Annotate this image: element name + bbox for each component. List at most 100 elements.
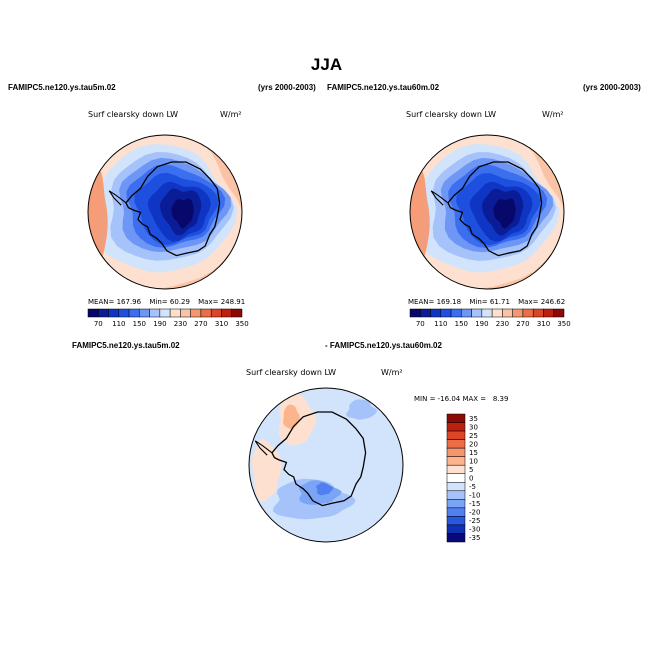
- panel1-min: 60.29: [169, 298, 190, 306]
- map-boundary-circle: [87, 134, 243, 290]
- panel2-colorbar-box: [522, 308, 534, 318]
- panel2-variable: Surf clearsky down LW: [406, 110, 497, 119]
- panel2-colorbar-box: [543, 308, 554, 318]
- panel1-colorbar-box: [231, 308, 243, 318]
- diff-negative-region: [316, 482, 334, 496]
- panel3-colorbar-box: [446, 507, 466, 517]
- panel2-colorbar-tick-label: 230: [496, 320, 509, 328]
- panel1-mean-label: MEAN=: [88, 298, 115, 306]
- map-boundary-circle: [248, 387, 404, 543]
- panel2-case-label: FAMIPC5.ne120.ys.tau60m.02: [327, 83, 440, 92]
- panel1-colorbar-box: [200, 308, 212, 318]
- map-boundaries: [87, 134, 565, 543]
- panel1-max: 248.91: [220, 298, 246, 306]
- panel3-colorbar-tick-label: 10: [469, 457, 478, 465]
- panel1-colorbar-box: [108, 308, 120, 318]
- panel3-colorbar-tick-label: 20: [469, 440, 478, 448]
- panel3-colorbar-tick-label: -15: [469, 500, 480, 508]
- panel2-min: 61.71: [489, 298, 510, 306]
- panel2-colorbar-box: [409, 308, 421, 318]
- contour-band: [171, 198, 194, 229]
- panel1-colorbar-box: [98, 308, 109, 318]
- diff-positive-region: [251, 438, 282, 503]
- panel3-colorbar-box: [446, 439, 466, 449]
- panel1-stats: MEAN= 167.96 Min= 60.29 Max= 248.91: [88, 298, 245, 306]
- panel3-case-label-right: - FAMIPC5.ne120.ys.tau60m.02: [325, 341, 442, 350]
- panel2-max-label: Max=: [518, 298, 539, 306]
- panel3-colorbar-box: [446, 482, 466, 492]
- page-title: JJA: [310, 55, 343, 74]
- panel1-max-label: Max=: [198, 298, 219, 306]
- panel2-colorbar-box: [481, 308, 493, 318]
- panel3-colorbar-box: [446, 430, 466, 440]
- panel2-colorbar-box: [532, 308, 544, 318]
- panel1-colorbar-box: [128, 308, 140, 318]
- panel3-colorbar-box: [446, 464, 466, 474]
- panel3-colorbar-tick-label: 0: [469, 475, 473, 483]
- panel3-colorbar-tick-label: -5: [469, 483, 476, 491]
- panel1-case-label: FAMIPC5.ne120.ys.tau5m.02: [8, 83, 116, 92]
- panel3-colorbar-tick-label: 25: [469, 432, 478, 440]
- panel2-colorbar-tick-label: 270: [516, 320, 529, 328]
- panel1-colorbar-box: [139, 308, 150, 318]
- panel3-colorbar-tick-label: -30: [469, 526, 480, 534]
- diff-negative-region: [346, 399, 377, 420]
- panel1-colorbar-tick-label: 110: [112, 320, 125, 328]
- panel2-colorbar-box: [430, 308, 442, 318]
- panel2-colorbar-tick-label: 150: [455, 320, 468, 328]
- panel1-colorbar-box: [149, 308, 161, 318]
- antarctica-coastlines: [108, 161, 543, 507]
- antarctic-peninsula: [108, 190, 127, 206]
- panel2-colorbar-tick-label: 350: [557, 320, 570, 328]
- panel2-colorbar-box: [420, 308, 431, 318]
- panel3-variable: Surf clearsky down LW: [246, 368, 337, 377]
- map-boundary-circle: [409, 134, 565, 290]
- panel3-colorbar-box: [446, 524, 466, 534]
- panel1-colorbar-tick-label: 350: [235, 320, 248, 328]
- panel3-colorbar-box: [446, 422, 466, 432]
- panel2-colorbar-tick-label: 310: [537, 320, 550, 328]
- panel2-colorbar-box: [553, 308, 565, 318]
- panel2-map: [410, 135, 564, 289]
- panel1-colorbar-tick-label: 190: [153, 320, 166, 328]
- panel2-colorbar-box: [440, 308, 452, 318]
- antarctica-outline: [271, 411, 367, 507]
- panel1-colorbar-tick-label: 150: [133, 320, 146, 328]
- panel3-colorbar-tick-label: -10: [469, 492, 480, 500]
- panel3-colorbar-box: [446, 456, 466, 466]
- panel3-map: [249, 388, 403, 542]
- panel1-units: W/m²: [220, 110, 242, 119]
- panel2-colorbar-tick-label: 110: [434, 320, 447, 328]
- panel2-min-label: Min=: [469, 298, 488, 306]
- panel2-colorbar-box: [491, 308, 503, 318]
- panel1-min-label: Min=: [149, 298, 168, 306]
- panel3-colorbar-box: [446, 473, 466, 483]
- panel3-colorbar-box: [446, 499, 466, 509]
- panel1-colorbar-box: [118, 308, 130, 318]
- panel3-colorbar-box: [446, 490, 466, 500]
- panel1-colorbar-box: [159, 308, 171, 318]
- panel1-variable: Surf clearsky down LW: [88, 110, 179, 119]
- panel1-colorbar-box: [87, 308, 99, 318]
- panel3-colorbar-tick-label: 30: [469, 423, 478, 431]
- panel1-colorbar-box: [190, 308, 202, 318]
- panel3-colorbar-tick-label: -25: [469, 517, 480, 525]
- diff-positive-region: [283, 404, 300, 429]
- contour-band: [493, 198, 516, 229]
- panel3-colorbar-tick-label: 5: [469, 466, 473, 474]
- panel3-colorbar-tick-label: 15: [469, 449, 478, 457]
- panel2-colorbar-box: [450, 308, 462, 318]
- panel2-colorbar-tick-label: 70: [416, 320, 425, 328]
- panel2-mean: 169.18: [436, 298, 462, 306]
- antarctic-peninsula: [430, 190, 449, 206]
- panel1-colorbar-tick-label: 310: [215, 320, 228, 328]
- panel2-colorbar-box: [471, 308, 483, 318]
- panel1-map: [88, 135, 242, 289]
- panel3-colorbar-tick-label: -35: [469, 534, 480, 542]
- panel3-colorbar-box: [446, 516, 466, 526]
- antarctica-outline: [125, 161, 221, 257]
- panel3-colorbar-tick-label: -20: [469, 509, 480, 517]
- panel1-colorbar-box: [169, 308, 181, 318]
- panel1-colorbar-tick-label: 230: [174, 320, 187, 328]
- panel3-case-label-left: FAMIPC5.ne120.ys.tau5m.02: [72, 341, 180, 350]
